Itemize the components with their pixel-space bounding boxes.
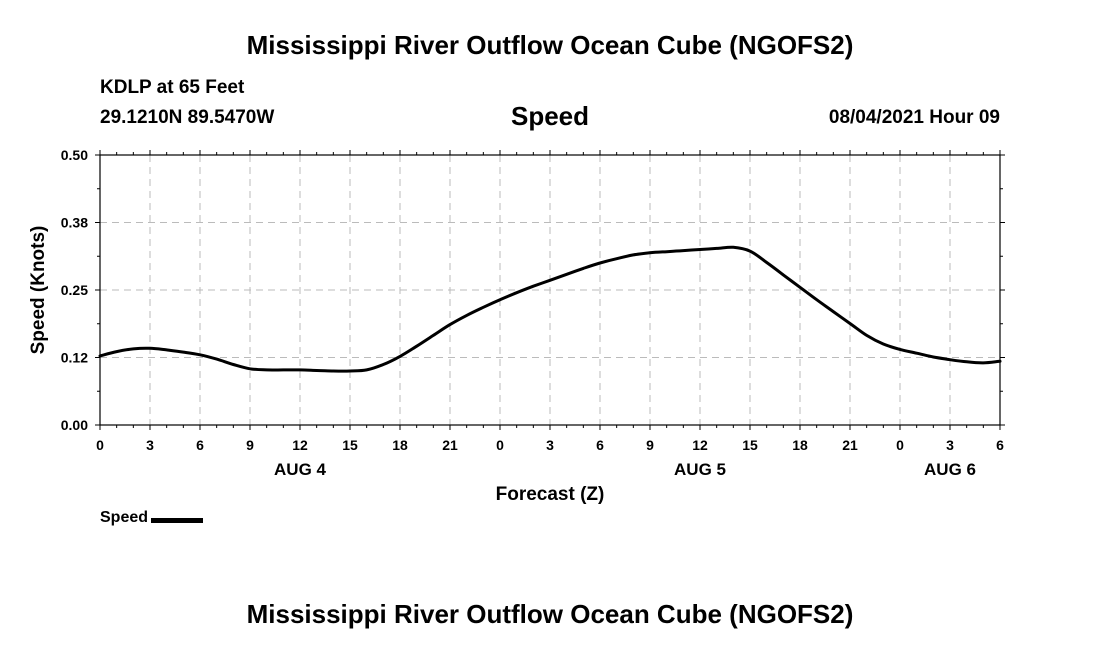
chart-grid [100, 155, 1000, 425]
y-tick-label: 0.25 [61, 282, 88, 298]
station-coordinates: 29.1210N 89.5470W [100, 107, 275, 128]
page-title: Mississippi River Outflow Ocean Cube (NG… [246, 30, 854, 60]
y-axis-label: Speed (Knots) [28, 226, 49, 355]
chart-legend: Speed [100, 509, 204, 527]
x-axis-label: Forecast (Z) [496, 484, 605, 505]
x-tick-label: 3 [546, 437, 554, 453]
day-labels: AUG 4 AUG 5 AUG 6 [274, 460, 976, 479]
x-tick-label: 12 [692, 437, 708, 453]
x-tick-label: 21 [842, 437, 858, 453]
y-tick-label: 0.50 [61, 147, 88, 163]
y-tick-label: 0.00 [61, 417, 88, 433]
x-tick-label: 9 [246, 437, 254, 453]
footer-title: Mississippi River Outflow Ocean Cube (NG… [246, 599, 854, 629]
x-tick-label: 0 [496, 437, 504, 453]
day-label: AUG 4 [274, 460, 327, 479]
day-label: AUG 6 [924, 460, 976, 479]
x-tick-label: 21 [442, 437, 458, 453]
x-tick-label: 6 [596, 437, 604, 453]
x-tick-label: 0 [96, 437, 104, 453]
speed-series-line [98, 245, 1002, 373]
legend-label: Speed [100, 509, 149, 526]
x-tick-label: 0 [896, 437, 904, 453]
x-tick-label: 3 [946, 437, 954, 453]
x-tick-labels: 0 3 6 9 12 15 18 21 0 3 6 9 12 15 18 21 0 3 6 [96, 437, 1004, 453]
x-tick-label: 18 [792, 437, 808, 453]
x-tick-label: 15 [342, 437, 358, 453]
day-label: AUG 5 [674, 460, 726, 479]
x-tick-label: 15 [742, 437, 758, 453]
y-tick-labels: 0.00 0.12 0.25 0.38 0.50 [61, 147, 88, 433]
x-tick-label: 6 [196, 437, 204, 453]
chart-ticks [95, 150, 1005, 430]
y-tick-label: 0.38 [61, 215, 88, 231]
x-tick-label: 18 [392, 437, 408, 453]
y-tick-label: 0.12 [61, 350, 88, 366]
x-tick-label: 12 [292, 437, 308, 453]
x-tick-label: 6 [996, 437, 1004, 453]
forecast-datetime: 08/04/2021 Hour 09 [828, 107, 1000, 128]
x-tick-label: 9 [646, 437, 654, 453]
x-tick-label: 3 [146, 437, 154, 453]
legend-line-swatch [151, 517, 204, 523]
station-label: KDLP at 65 Feet [100, 77, 245, 98]
chart-title: Speed [510, 101, 590, 131]
